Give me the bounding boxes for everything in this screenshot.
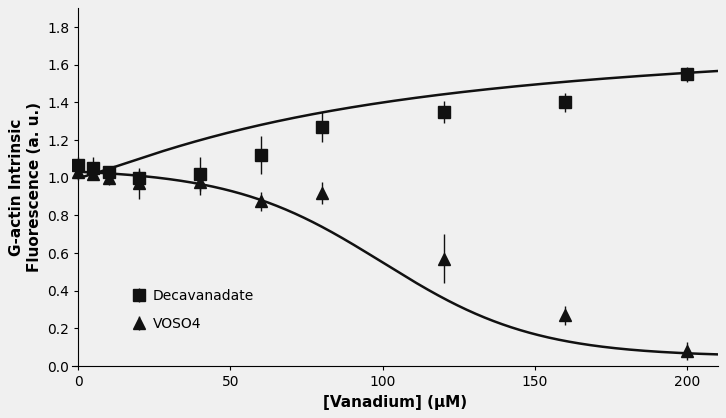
X-axis label: [Vanadium] (μM): [Vanadium] (μM)	[323, 395, 467, 410]
Y-axis label: G-actin Intrinsic
Fluorescence (a. u.): G-actin Intrinsic Fluorescence (a. u.)	[9, 102, 41, 272]
Legend: Decavanadate, VOSO4: Decavanadate, VOSO4	[131, 289, 254, 331]
